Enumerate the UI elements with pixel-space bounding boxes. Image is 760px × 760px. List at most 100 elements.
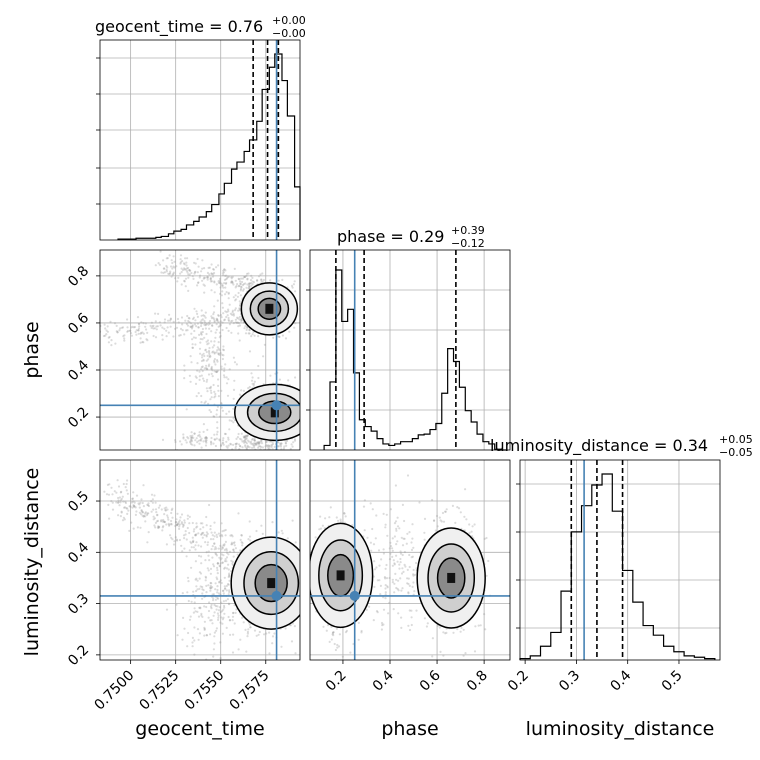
scatter-point <box>216 426 219 429</box>
scatter-point <box>194 548 197 551</box>
scatter-point <box>131 497 134 500</box>
scatter-point <box>258 630 261 634</box>
scatter-point <box>125 507 128 510</box>
scatter-point <box>219 282 222 285</box>
scatter-point <box>227 297 230 300</box>
scatter-point <box>162 259 165 262</box>
scatter-point <box>251 382 254 385</box>
scatter-point <box>157 506 160 509</box>
scatter-point <box>111 501 114 504</box>
scatter-point <box>208 346 211 350</box>
scatter-point <box>222 269 225 272</box>
scatter-point <box>227 568 230 571</box>
scatter-point <box>242 435 245 438</box>
scatter-point <box>193 528 196 531</box>
scatter-point <box>343 512 346 515</box>
scatter-point <box>288 330 291 333</box>
scatter-point <box>213 631 216 634</box>
scatter-point <box>227 583 230 586</box>
scatter-point <box>246 277 249 280</box>
scatter-point <box>196 315 199 318</box>
scatter-point <box>241 542 244 545</box>
scatter-point <box>239 289 242 292</box>
scatter-point <box>212 268 215 271</box>
scatter-point <box>198 433 201 437</box>
panel-frame <box>99 249 301 451</box>
scatter-point <box>119 491 122 494</box>
scatter-point <box>203 276 207 279</box>
scatter-point <box>218 439 221 442</box>
scatter-point <box>239 304 242 307</box>
scatter-point <box>179 261 182 264</box>
scatter-point <box>143 514 146 518</box>
scatter-point <box>179 516 182 519</box>
scatter-point <box>205 439 208 442</box>
scatter-point <box>163 520 167 524</box>
scatter-point <box>222 271 225 274</box>
scatter-point <box>223 369 226 373</box>
scatter-point <box>162 271 165 274</box>
scatter-point <box>241 280 244 284</box>
scatter-point <box>200 401 203 404</box>
scatter-point <box>209 586 212 589</box>
scatter-point <box>231 615 235 618</box>
scatter-point <box>139 526 142 529</box>
scatter-point <box>185 408 188 411</box>
scatter-point <box>167 272 170 275</box>
scatter-point <box>221 328 224 332</box>
scatter-point <box>230 277 233 280</box>
scatter-point <box>252 384 255 387</box>
scatter-point <box>91 332 93 334</box>
scatter-point <box>172 255 175 258</box>
scatter-point <box>200 562 203 565</box>
scatter-point <box>225 326 228 330</box>
scatter-point <box>170 536 173 539</box>
scatter-point <box>242 289 245 292</box>
scatter-point <box>231 543 234 546</box>
scatter-point <box>139 341 142 344</box>
scatter-point <box>216 566 219 570</box>
scatter-point <box>206 343 209 346</box>
scatter-point <box>126 318 129 321</box>
scatter-point <box>213 291 216 294</box>
scatter-point <box>223 567 226 570</box>
scatter-point <box>120 497 123 500</box>
scatter-point <box>174 439 177 442</box>
scatter-point <box>196 441 199 444</box>
scatter-point <box>221 618 224 621</box>
scatter-point <box>214 604 217 608</box>
scatter-point <box>255 443 258 446</box>
scatter-point <box>220 616 223 619</box>
scatter-point <box>167 331 170 334</box>
scatter-point <box>173 260 176 263</box>
scatter-point <box>236 321 239 324</box>
scatter-point <box>181 268 185 272</box>
scatter-point <box>192 590 195 593</box>
scatter-point <box>262 456 264 458</box>
scatter-point <box>188 515 191 519</box>
scatter-point <box>204 316 207 319</box>
scatter-point <box>454 521 457 525</box>
scatter-point <box>210 603 213 606</box>
scatter-point <box>110 344 113 347</box>
scatter-point <box>277 441 280 444</box>
scatter-point <box>213 359 216 362</box>
scatter-point <box>188 317 191 320</box>
scatter-point <box>237 432 240 436</box>
scatter-point <box>212 614 215 617</box>
scatter-point <box>201 330 204 334</box>
scatter-point <box>220 557 223 560</box>
scatter-point <box>200 322 203 325</box>
scatter-point <box>181 323 184 326</box>
scatter-point <box>204 324 207 327</box>
density-peak <box>267 578 276 589</box>
scatter-point <box>210 607 213 610</box>
scatter-point <box>217 314 220 317</box>
scatter-point <box>177 321 180 324</box>
scatter-point <box>279 444 282 447</box>
scatter-point <box>108 335 111 339</box>
scatter-point <box>202 423 205 426</box>
scatter-point <box>237 443 241 446</box>
scatter-point <box>208 273 211 276</box>
scatter-point <box>191 324 194 327</box>
